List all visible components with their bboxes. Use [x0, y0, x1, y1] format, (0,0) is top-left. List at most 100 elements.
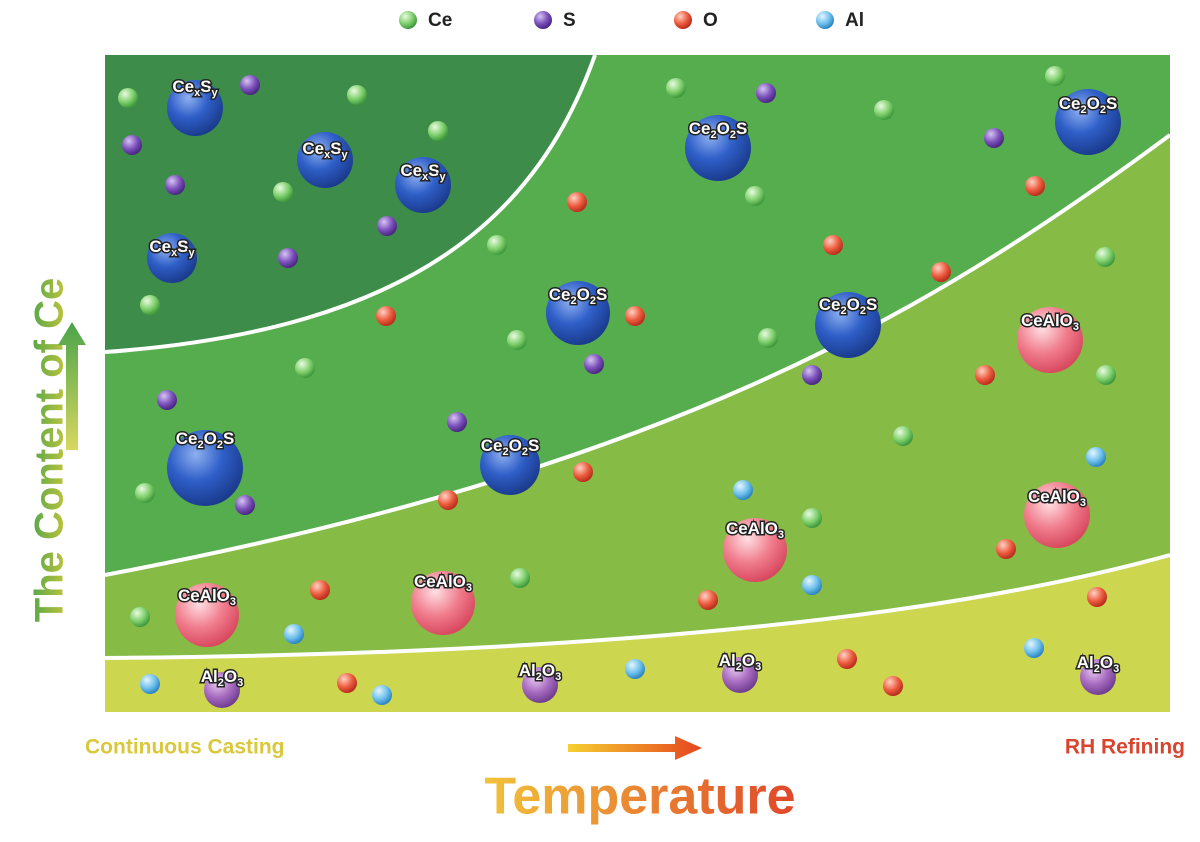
atom — [584, 354, 604, 374]
atom — [1096, 365, 1116, 385]
atom — [240, 75, 260, 95]
subscript: 3 — [230, 596, 236, 608]
subscript: x — [324, 149, 331, 161]
boundary — [104, 133, 1172, 577]
formula-part: O — [847, 295, 860, 314]
x-axis-start: Continuous Casting — [85, 736, 284, 759]
inclusion — [722, 657, 758, 693]
atom — [802, 365, 822, 385]
inclusion-label: Al2O3 — [519, 661, 561, 682]
inclusion-label: Al2O3 — [201, 667, 243, 688]
atom — [893, 426, 913, 446]
inclusion — [1080, 659, 1116, 695]
atom — [666, 78, 686, 98]
legend-dot — [534, 11, 552, 29]
inclusion — [167, 430, 243, 506]
atom — [1025, 176, 1045, 196]
formula-part: Al — [201, 667, 218, 686]
inclusion — [297, 132, 353, 188]
formula-part: CeAlO — [1028, 487, 1080, 506]
inclusion — [175, 583, 239, 647]
atom — [996, 539, 1016, 559]
atom — [1024, 638, 1044, 658]
formula-part: O — [742, 651, 755, 670]
subscript: 2 — [1100, 104, 1106, 116]
x-axis-label: Temperature — [484, 768, 795, 826]
atom — [347, 85, 367, 105]
inclusion-label: CexSy — [172, 77, 218, 98]
atom — [295, 358, 315, 378]
formula-part: S — [866, 295, 877, 314]
boundary — [104, 553, 1171, 660]
x-arrow — [568, 736, 702, 760]
inclusion-label: Al2O3 — [1077, 653, 1119, 674]
subscript: 2 — [860, 305, 866, 317]
legend-label: Al — [845, 10, 864, 31]
inclusion — [1017, 307, 1083, 373]
atom — [507, 330, 527, 350]
subscript: x — [171, 247, 178, 259]
formula-part: Ce — [176, 429, 198, 448]
formula-part: CeAlO — [1021, 311, 1073, 330]
atom — [1045, 66, 1065, 86]
subscript: y — [342, 149, 349, 161]
inclusion-label: Ce2O2S — [819, 295, 878, 316]
atom — [157, 390, 177, 410]
atom — [625, 306, 645, 326]
formula-part: Ce — [172, 77, 194, 96]
formula-part: CeAlO — [414, 572, 466, 591]
atom — [698, 590, 718, 610]
subscript: 3 — [555, 671, 561, 683]
inclusion — [546, 281, 610, 345]
subscript: 3 — [466, 582, 472, 594]
atom — [1087, 587, 1107, 607]
legend-label: O — [703, 10, 718, 31]
inclusion — [815, 292, 881, 358]
inclusion-label: Ce2O2S — [1059, 94, 1118, 115]
formula-part: Ce — [549, 285, 571, 304]
inclusion-label: CeAlO3 — [726, 519, 784, 540]
atom — [1095, 247, 1115, 267]
subscript: 3 — [1073, 321, 1079, 333]
atom — [802, 575, 822, 595]
formula-part: Ce — [400, 161, 422, 180]
subscript: 3 — [1113, 663, 1119, 675]
atom — [487, 235, 507, 255]
region-cexsy — [105, 55, 595, 352]
subscript: 2 — [197, 439, 203, 451]
subscript: 2 — [218, 677, 224, 689]
subscript: 2 — [522, 446, 528, 458]
subscript: 2 — [710, 129, 716, 141]
atom — [278, 248, 298, 268]
formula-part: Al — [719, 651, 736, 670]
atom — [372, 685, 392, 705]
legend: Ce S O Al — [399, 10, 864, 31]
formula-part: O — [204, 429, 217, 448]
atom — [273, 182, 293, 202]
formula-part: O — [1100, 653, 1113, 672]
formula-part: Ce — [819, 295, 841, 314]
inclusion-label: CeAlO3 — [178, 586, 236, 607]
inclusion — [723, 518, 787, 582]
inclusion — [1055, 89, 1121, 155]
atom — [310, 580, 330, 600]
inclusion — [167, 80, 223, 136]
subscript: 2 — [730, 129, 736, 141]
atom — [428, 121, 448, 141]
atom — [931, 262, 951, 282]
formula-part: Al — [519, 661, 536, 680]
inclusions: CexSyCexSyCexSyCexSyCe2O2SCe2O2SCe2O2SCe… — [147, 76, 1121, 708]
subscript: 3 — [755, 661, 761, 673]
atom — [802, 508, 822, 528]
formula-part: Ce — [149, 237, 171, 256]
subscript: 3 — [237, 677, 243, 689]
inclusion — [685, 115, 751, 181]
inclusion — [395, 157, 451, 213]
atom — [573, 462, 593, 482]
legend-dot — [816, 11, 834, 29]
inclusion — [147, 233, 197, 283]
atom — [975, 365, 995, 385]
formula-part: Al — [1077, 653, 1094, 672]
x-axis-end: RH Refining — [1065, 736, 1185, 759]
